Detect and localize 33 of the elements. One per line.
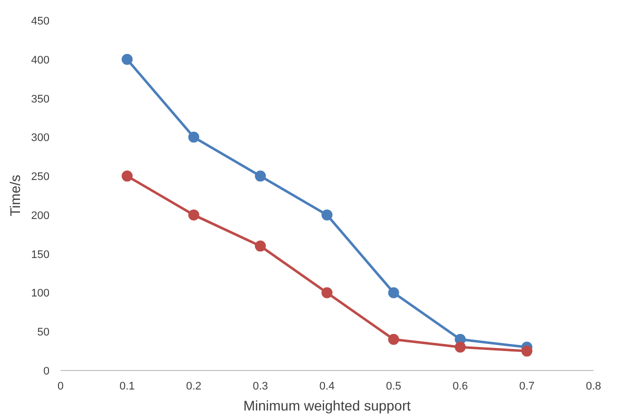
- x-tick-label: 0.1: [119, 380, 135, 392]
- x-tick-label: 0.3: [252, 380, 268, 392]
- point: [454, 342, 466, 353]
- x-tick-label: 0.8: [586, 380, 602, 392]
- y-tick-label: 150: [31, 248, 50, 261]
- x-tick-label: 0.6: [452, 380, 468, 392]
- point: [388, 287, 400, 298]
- y-tick-label: 200: [31, 210, 50, 222]
- y-tick-label: 250: [31, 171, 50, 184]
- y-tick-label: 50: [37, 326, 50, 339]
- point: [188, 132, 200, 143]
- x-axis-title: Minimum weighted support: [243, 398, 411, 414]
- y-tick-label: 100: [31, 288, 50, 300]
- point: [322, 209, 332, 220]
- point: [388, 334, 400, 345]
- y-tick-label: 400: [31, 54, 50, 66]
- x-tick-label: 0.4: [319, 380, 335, 392]
- point: [254, 240, 266, 252]
- point: [322, 287, 332, 298]
- point: [122, 54, 133, 65]
- y-tick-label: 0: [43, 366, 50, 378]
- point: [122, 170, 133, 182]
- y-tick-label: 350: [31, 93, 50, 106]
- x-tick-label: 0.5: [386, 380, 402, 392]
- x-tick-label: 0.2: [186, 380, 202, 392]
- y-tick-label: 450: [31, 16, 50, 28]
- point: [254, 170, 266, 182]
- point: [521, 346, 532, 357]
- point: [188, 209, 200, 220]
- y-tick-label: 300: [31, 132, 50, 144]
- x-tick-label: 0.7: [519, 380, 535, 392]
- y-axis-title: Time/s: [7, 174, 24, 216]
- x-tick-label: 0: [57, 380, 64, 392]
